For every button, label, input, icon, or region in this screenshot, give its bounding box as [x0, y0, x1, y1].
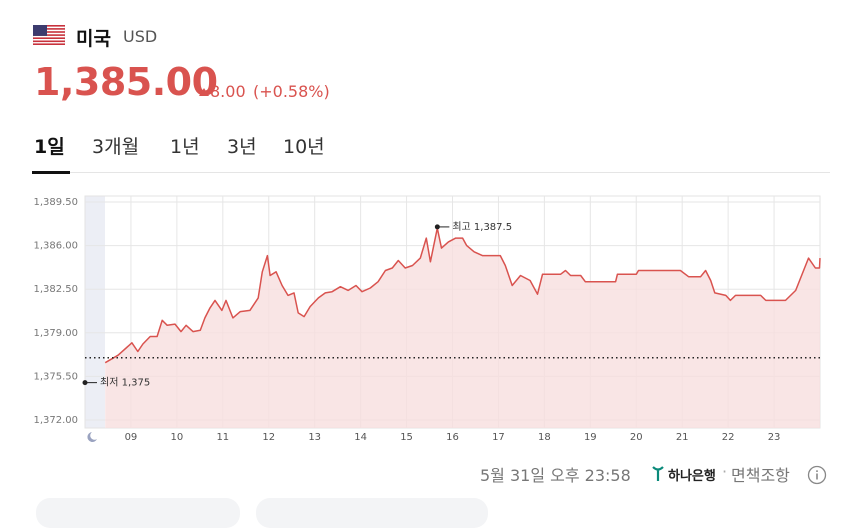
x-tick-label: 21: [676, 432, 689, 443]
price-line: [104, 227, 821, 364]
bottom-card: [256, 498, 488, 528]
tab-divider: [32, 172, 830, 173]
period-tab[interactable]: 3년: [227, 136, 257, 158]
x-tick-label: 19: [584, 432, 597, 443]
x-tick-label: 11: [216, 432, 229, 443]
bank-logo: [652, 466, 664, 481]
x-tick-label: 22: [722, 432, 735, 443]
price-change-pct: (+0.58%): [253, 82, 330, 101]
area-fill: [105, 228, 820, 428]
night-shade: [85, 196, 105, 428]
y-tick-label: 1,382.50: [33, 284, 78, 295]
bank-name: 하나은행: [668, 469, 716, 484]
plot-frame: [84, 195, 821, 429]
currency: USD: [123, 27, 158, 46]
annotation-label: 최고 1,387.5: [452, 221, 512, 233]
y-tick-label: 1,386.00: [33, 241, 78, 252]
x-tick-label: 15: [400, 432, 413, 443]
x-tick-label: 10: [171, 432, 184, 443]
price: 1,385.00: [34, 60, 218, 104]
price-change: 8.00: [210, 82, 246, 101]
annotation-point: [82, 380, 88, 386]
us-flag: [33, 25, 65, 45]
info-icon[interactable]: [807, 465, 827, 485]
disclaimer[interactable]: 면책조항: [731, 466, 790, 485]
up-arrow: [199, 88, 209, 96]
x-tick-label: 13: [308, 432, 321, 443]
x-tick-label: 14: [354, 432, 367, 443]
y-tick-label: 1,372.00: [33, 415, 78, 426]
exchange-widget: 미국 USD 1,385.00 8.00 (+0.58%) 1일 3개월 1년 3년 1…: [32, 25, 830, 528]
x-tick-label: 16: [446, 432, 459, 443]
separator: ·: [722, 462, 728, 481]
x-tick-label: 23: [768, 432, 781, 443]
x-tick-label: 09: [125, 432, 138, 443]
annotation-point: [434, 224, 440, 230]
period-tab[interactable]: 1년: [170, 136, 200, 158]
y-tick-label: 1,375.50: [33, 371, 78, 382]
x-tick-label: 18: [538, 432, 551, 443]
country: 미국: [76, 28, 111, 50]
bottom-card: [36, 498, 240, 528]
active-tab-underline: [32, 171, 70, 174]
y-tick-label: 1,389.50: [33, 197, 78, 208]
x-tick-label: 20: [630, 432, 643, 443]
timestamp: 5월 31일 오후 23:58: [480, 466, 631, 485]
period-tab[interactable]: 3개월: [92, 136, 140, 158]
period-tab[interactable]: 1일: [34, 136, 65, 158]
annotation-label: 최저 1,375: [100, 377, 150, 389]
x-tick-label: 12: [262, 432, 275, 443]
moon-icon: [87, 432, 97, 442]
y-tick-label: 1,379.00: [33, 328, 78, 339]
x-tick-label: 17: [492, 432, 505, 443]
period-tab[interactable]: 10년: [283, 136, 325, 158]
